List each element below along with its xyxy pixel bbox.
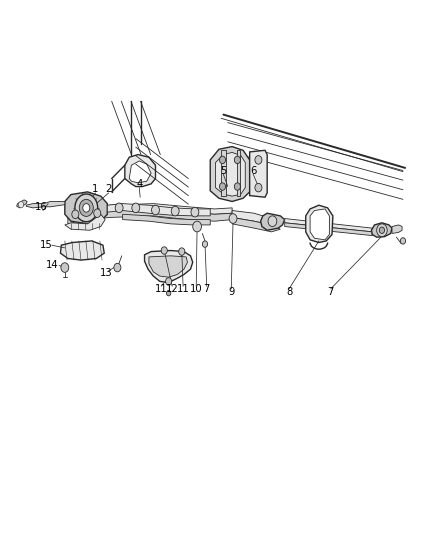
Circle shape [202,241,208,247]
Circle shape [83,204,90,212]
Text: 10: 10 [190,284,202,294]
Polygon shape [392,225,402,233]
Text: 5: 5 [220,166,226,175]
Text: 14: 14 [46,261,59,270]
Polygon shape [232,211,280,225]
Polygon shape [65,214,105,230]
Polygon shape [285,219,372,232]
Circle shape [61,263,69,272]
Polygon shape [125,155,155,187]
Circle shape [255,156,262,164]
Polygon shape [237,150,240,196]
Text: 6: 6 [250,166,256,175]
Polygon shape [261,213,285,230]
Polygon shape [232,217,280,232]
Text: 13: 13 [100,268,112,278]
Polygon shape [107,204,210,216]
Circle shape [268,216,277,227]
Polygon shape [371,223,392,237]
Polygon shape [310,209,329,240]
Polygon shape [60,241,104,260]
Text: 1: 1 [92,184,99,194]
Circle shape [18,201,24,208]
Text: 7: 7 [328,287,334,297]
Polygon shape [65,192,107,224]
Polygon shape [17,200,27,208]
Circle shape [166,290,171,296]
Circle shape [234,183,240,190]
Circle shape [255,183,262,192]
Polygon shape [210,147,250,201]
Polygon shape [215,152,245,196]
Circle shape [161,247,167,254]
Circle shape [132,203,140,213]
Circle shape [114,263,121,272]
Circle shape [94,209,101,217]
Polygon shape [129,161,151,183]
Text: 12: 12 [166,284,179,294]
Circle shape [229,214,237,223]
Polygon shape [306,205,333,243]
Text: 11: 11 [155,284,168,294]
Circle shape [75,194,98,222]
Circle shape [166,278,172,285]
Polygon shape [221,150,226,196]
Circle shape [193,221,201,232]
Text: 7: 7 [204,284,210,294]
Polygon shape [26,201,65,208]
Circle shape [115,203,123,213]
Text: 9: 9 [228,287,234,297]
Text: 15: 15 [39,240,53,250]
Polygon shape [68,204,232,219]
Polygon shape [145,251,193,282]
Circle shape [234,156,240,164]
Circle shape [400,238,406,244]
Text: 4: 4 [136,179,142,189]
Circle shape [72,210,79,219]
Circle shape [191,207,199,217]
Circle shape [379,227,385,233]
Polygon shape [123,214,210,225]
Text: 8: 8 [286,287,292,297]
Circle shape [179,248,185,255]
Circle shape [152,205,159,215]
Circle shape [79,199,93,216]
Polygon shape [68,209,232,225]
Circle shape [219,156,226,164]
Polygon shape [149,256,187,277]
Text: 16: 16 [35,202,48,212]
Circle shape [377,224,387,237]
Text: 11: 11 [177,284,190,294]
Polygon shape [250,150,267,197]
Polygon shape [285,223,372,236]
Circle shape [219,183,226,190]
Circle shape [171,206,179,216]
Text: 2: 2 [106,184,112,194]
